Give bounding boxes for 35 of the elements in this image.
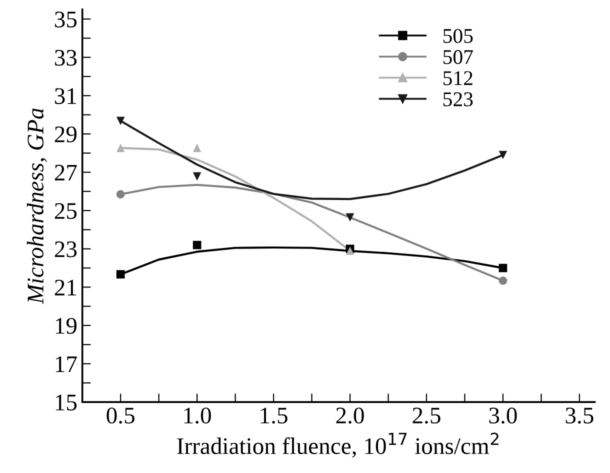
y-tick-label: 17: [56, 356, 77, 372]
x-tick-label: 1.5: [260, 408, 288, 424]
point: [116, 144, 125, 152]
x-tick-label: 0.5: [106, 408, 134, 424]
legend-label: 523: [443, 92, 473, 106]
y-tick-label: 31: [55, 88, 76, 104]
point: [346, 213, 354, 222]
point: [116, 116, 125, 126]
legend-label: 512: [443, 71, 472, 86]
point: [498, 276, 508, 285]
y-tick-label: 19: [56, 318, 77, 334]
x-tick-label: 1.0: [184, 408, 211, 424]
point: [192, 240, 202, 250]
x-tick-label: 2.5: [412, 408, 440, 424]
y-tick-label: 21: [54, 280, 76, 296]
legend-label: 505: [443, 28, 473, 43]
legend-label: 507: [443, 50, 473, 64]
point: [116, 270, 125, 278]
y-tick-label: 29: [54, 126, 77, 142]
y-tick-label: 35: [55, 12, 77, 28]
x-tick-label: 2.0: [336, 408, 364, 424]
point: [498, 264, 508, 272]
y-tick-label: 27: [54, 164, 77, 180]
y-axis-title: Microhardness, GPa: [26, 108, 47, 304]
point: [498, 150, 508, 160]
y-tick-label: 33: [55, 50, 77, 66]
point: [192, 144, 202, 152]
x-tick-label: 3.0: [489, 408, 517, 424]
point: [192, 172, 202, 181]
y-tick-label: 23: [54, 241, 77, 258]
point: [116, 190, 125, 198]
y-tick-label: 15: [56, 394, 77, 410]
y-tick-label: 25: [54, 203, 77, 219]
x-axis-title: Irradiation fluence, 10$^{17}$ ions/cm$^{2}$: [177, 432, 498, 458]
x-tick-label: 3.5: [566, 408, 594, 424]
